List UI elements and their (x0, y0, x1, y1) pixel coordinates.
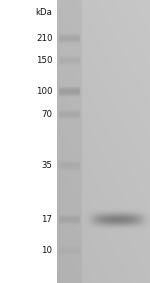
Text: 100: 100 (36, 87, 52, 97)
Text: 70: 70 (42, 110, 52, 119)
Text: 10: 10 (42, 246, 52, 255)
Text: 35: 35 (42, 161, 52, 170)
Text: 17: 17 (42, 215, 52, 224)
Text: 150: 150 (36, 56, 52, 65)
Text: kDa: kDa (36, 8, 52, 17)
Text: 210: 210 (36, 34, 52, 43)
